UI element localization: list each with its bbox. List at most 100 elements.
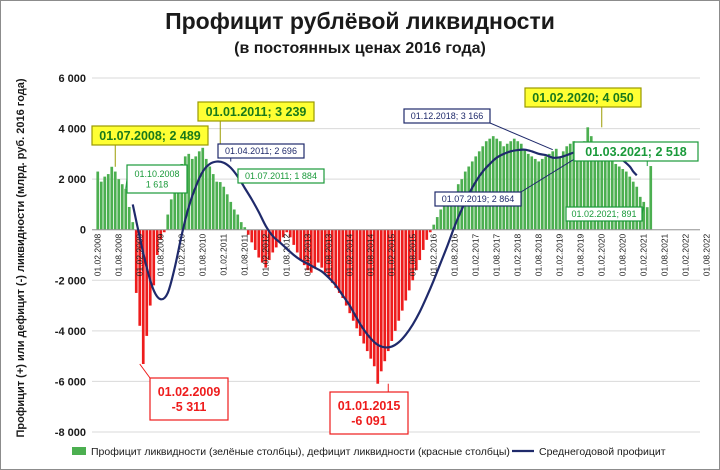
bar: [243, 227, 247, 230]
x-tick-label: 01.08.2010: [198, 233, 208, 276]
x-tick-label: 01.08.2018: [534, 233, 544, 276]
bar: [481, 146, 485, 230]
bar: [215, 181, 219, 230]
bar: [554, 148, 558, 230]
callout-box: [91, 125, 209, 146]
bar: [281, 229, 285, 238]
callout-box: [403, 108, 491, 124]
bar: [309, 229, 313, 273]
callout-box: [434, 191, 522, 207]
bar: [477, 151, 481, 230]
bar: [558, 157, 562, 230]
bar: [488, 138, 492, 230]
x-tick-label: 01.08.2019: [576, 233, 586, 276]
bar: [393, 229, 397, 331]
bar: [348, 229, 352, 314]
bar: [365, 229, 369, 352]
bar: [495, 138, 499, 230]
y-axis-ticks: 6 000 4 000 2 000 0 -2 000 -4 000 -6 000 -8 000: [55, 73, 86, 439]
bar: [544, 156, 548, 230]
callout-label: 01.02.2021; 891: [571, 209, 636, 219]
bar: [173, 184, 177, 230]
callout: 01.07.2008; 2 489: [91, 125, 209, 167]
bar: [386, 229, 390, 352]
bar: [617, 166, 621, 230]
bar: [502, 146, 506, 230]
chart-title: Профицит рублёвой ликвидности: [165, 8, 555, 34]
bar: [218, 182, 222, 230]
bar: [628, 176, 632, 230]
bar: [211, 174, 215, 230]
bar: [512, 138, 516, 230]
x-tick-label: 01.08.2012: [282, 233, 292, 276]
callout-label: 01.07.2011; 1 884: [245, 171, 317, 181]
callout-leader: [139, 363, 151, 379]
bar: [446, 201, 450, 230]
bar: [194, 156, 198, 230]
callout: 01.02.2021; 891: [565, 206, 645, 222]
bar: [127, 206, 131, 230]
bar: [568, 143, 572, 230]
bar: [407, 229, 411, 291]
bar: [330, 229, 334, 283]
bar: [561, 151, 565, 230]
bar: [530, 156, 534, 230]
callout-label: -6 091: [351, 414, 386, 428]
callout-label: 01.07.2019; 2 864: [442, 194, 515, 204]
bar: [110, 166, 114, 230]
callout-box: [565, 206, 643, 222]
callout: 01.01.2011; 3 239: [197, 101, 315, 148]
bar: [124, 188, 128, 230]
callout: 01.07.2019; 2 864: [434, 156, 578, 207]
bar: [414, 229, 418, 271]
bar: [425, 229, 429, 240]
bar: [271, 229, 275, 253]
bar: [533, 158, 537, 230]
bar: [337, 229, 341, 293]
bar: [187, 153, 191, 230]
bar: [572, 141, 576, 230]
y-axis-label: Профицит (+) или дефицит (-) ликвидности…: [15, 78, 27, 437]
bar: [439, 209, 443, 230]
bar: [264, 229, 268, 268]
x-tick-label: 01.08.2015: [408, 233, 418, 276]
bar: [327, 229, 331, 278]
y-tick-label: -6 000: [55, 376, 86, 388]
bar: [162, 229, 166, 233]
bar: [320, 229, 324, 268]
bar: [152, 229, 156, 286]
bar: [645, 207, 649, 230]
bar: [166, 214, 170, 230]
bar: [334, 229, 338, 288]
legend-line-label: Среднегодовой профицит: [539, 446, 666, 458]
callout: 01.04.2011; 2 696: [217, 143, 305, 162]
bar: [103, 176, 107, 230]
bar: [376, 229, 380, 384]
callout-label: 01.02.2020; 4 050: [532, 91, 634, 105]
bar: [117, 179, 121, 230]
callout: 01.02.2020; 4 050: [524, 87, 642, 128]
bar: [369, 229, 373, 359]
bar: [106, 174, 110, 230]
callout-box: [149, 377, 229, 421]
bar: [169, 199, 173, 230]
bar: [316, 229, 320, 263]
bar: [197, 151, 201, 230]
bar: [400, 229, 404, 311]
callout-box: [329, 391, 409, 435]
bar: [418, 229, 422, 261]
bar: [278, 229, 282, 243]
callout-box: [126, 164, 188, 194]
bar: [288, 229, 292, 238]
bar: [155, 229, 159, 255]
bar: [232, 209, 236, 230]
bar: [239, 222, 243, 230]
y-tick-label: 6 000: [58, 73, 86, 85]
bar: [596, 148, 600, 230]
bar: [302, 229, 306, 266]
bar: [120, 184, 124, 230]
bar: [295, 229, 299, 253]
bar: [498, 141, 502, 230]
y-tick-label: 2 000: [58, 174, 86, 186]
